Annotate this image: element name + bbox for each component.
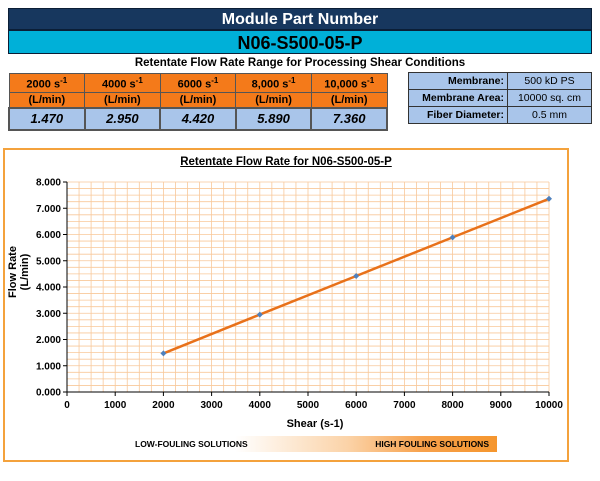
spec-value: 0.5 mm [507, 106, 592, 124]
rate-unit-cell: (L/min) [84, 91, 161, 109]
shear-header-cell: 8,000 s-1 [235, 73, 312, 93]
x-tick-label: 3000 [200, 400, 223, 411]
shear-unit: s [282, 78, 289, 91]
flow-value-cell: 2.950 [83, 106, 162, 131]
x-tick-label: 6000 [345, 400, 368, 411]
x-tick-label: 1000 [104, 400, 127, 411]
rate-unit-cell: (L/min) [159, 91, 237, 109]
shear-value: 6000 [177, 78, 203, 91]
shear-unit-exponent: -1 [288, 76, 296, 85]
x-tick-label: 2000 [152, 400, 175, 411]
y-tick-label: 6.000 [36, 230, 61, 241]
spec-row-fiber-diameter: Fiber Diameter: 0.5 mm [408, 106, 592, 124]
shear-header-cell: 10,000 s-1 [310, 73, 388, 93]
shear-value: 4000 [101, 78, 127, 91]
shear-header-cell: 2000 s-1 [8, 73, 86, 93]
spec-value: 500 kD PS [507, 72, 592, 90]
data-point-marker [449, 234, 456, 241]
module-title-bar: Module Part Number [8, 8, 592, 30]
rate-unit-cell: (L/min) [310, 91, 388, 109]
low-fouling-label: LOW-FOULING SOLUTIONS [135, 439, 248, 449]
x-tick-label: 4000 [249, 400, 272, 411]
shear-header-cell: 6000 s-1 [159, 73, 237, 93]
membrane-spec-table: Membrane: 500 kD PS Membrane Area: 10000… [408, 72, 592, 124]
y-tick-label: 5.000 [36, 256, 61, 267]
y-tick-label: 8.000 [36, 178, 61, 189]
flow-rate-chart: 0.000 1.000 2.000 3.000 4.000 5.000 6.000 7.000… [3, 148, 569, 462]
shear-header-cell: 4000 s-1 [84, 73, 161, 93]
shear-flow-table: 2000 s-1 4000 s-1 6000 s-1 8,000 s-1 10,… [8, 73, 388, 131]
shear-value: 2000 [26, 78, 51, 91]
chart-svg: 0.000 1.000 2.000 3.000 4.000 5.000 6.000 7.000… [36, 178, 563, 412]
y-tick-label: 2.000 [36, 335, 61, 346]
rate-unit-row: (L/min) (L/min) (L/min) (L/min) (L/min) [8, 91, 388, 109]
flow-value-row: 1.470 2.950 4.420 5.890 7.360 [8, 106, 388, 131]
shear-value: 8,000 [251, 78, 280, 91]
spec-label: Membrane Area: [408, 89, 508, 107]
x-tick-label: 7000 [393, 400, 416, 411]
y-tick-label: 1.000 [36, 361, 61, 372]
flow-value-cell: 4.420 [159, 106, 237, 131]
x-tick-label: 0 [64, 400, 70, 411]
x-axis-label: Shear (s-1) [286, 418, 344, 430]
y-tick-label: 0.000 [36, 388, 61, 399]
y-tick-label: 3.000 [36, 309, 61, 320]
shear-unit-exponent: -1 [211, 76, 219, 85]
spec-label: Membrane: [408, 72, 508, 90]
shear-unit: s [360, 78, 368, 91]
data-point-marker [160, 350, 167, 357]
x-tick-label: 9000 [490, 400, 513, 411]
y-axis-label: Flow Rate (L/min) [7, 246, 31, 298]
spec-value: 10000 sq. cm [507, 89, 592, 107]
flow-value-cell: 7.360 [310, 106, 388, 131]
data-point-marker [546, 195, 552, 202]
fouling-gradient-bar: LOW-FOULING SOLUTIONS HIGH FOULING SOLUT… [123, 436, 497, 452]
x-tick-label: 8000 [441, 400, 464, 411]
high-fouling-label: HIGH FOULING SOLUTIONS [375, 439, 489, 449]
rate-unit-cell: (L/min) [235, 91, 312, 109]
shear-unit-exponent: -1 [135, 76, 143, 85]
shear-unit: s [205, 78, 212, 91]
spec-label: Fiber Diameter: [408, 106, 508, 124]
shear-unit: s [129, 78, 136, 91]
part-number-bar: N06-S500-05-P [8, 30, 592, 54]
data-point-marker [256, 311, 263, 318]
shear-unit: s [53, 78, 61, 91]
y-tick-label: 7.000 [36, 204, 61, 215]
x-tick-label: 5000 [297, 400, 320, 411]
shear-value: 10,000 [324, 78, 358, 91]
x-tick-label: 10000 [535, 400, 563, 411]
data-point-marker [353, 272, 360, 279]
shear-header-row: 2000 s-1 4000 s-1 6000 s-1 8,000 s-1 10,… [8, 73, 388, 93]
y-tick-label: 4.000 [36, 283, 61, 294]
flow-value-cell: 1.470 [8, 106, 86, 131]
shear-unit-exponent: -1 [60, 76, 68, 85]
chart-title: Retentate Flow Rate for N06-S500-05-P [180, 156, 392, 168]
flow-value-cell: 5.890 [234, 106, 313, 131]
spec-row-membrane-area: Membrane Area: 10000 sq. cm [408, 89, 592, 107]
shear-unit-exponent: -1 [367, 76, 375, 85]
rate-unit-cell: (L/min) [8, 91, 86, 109]
spec-row-membrane: Membrane: 500 kD PS [408, 72, 592, 90]
flow-range-subtitle: Retentate Flow Rate Range for Processing… [134, 57, 466, 69]
